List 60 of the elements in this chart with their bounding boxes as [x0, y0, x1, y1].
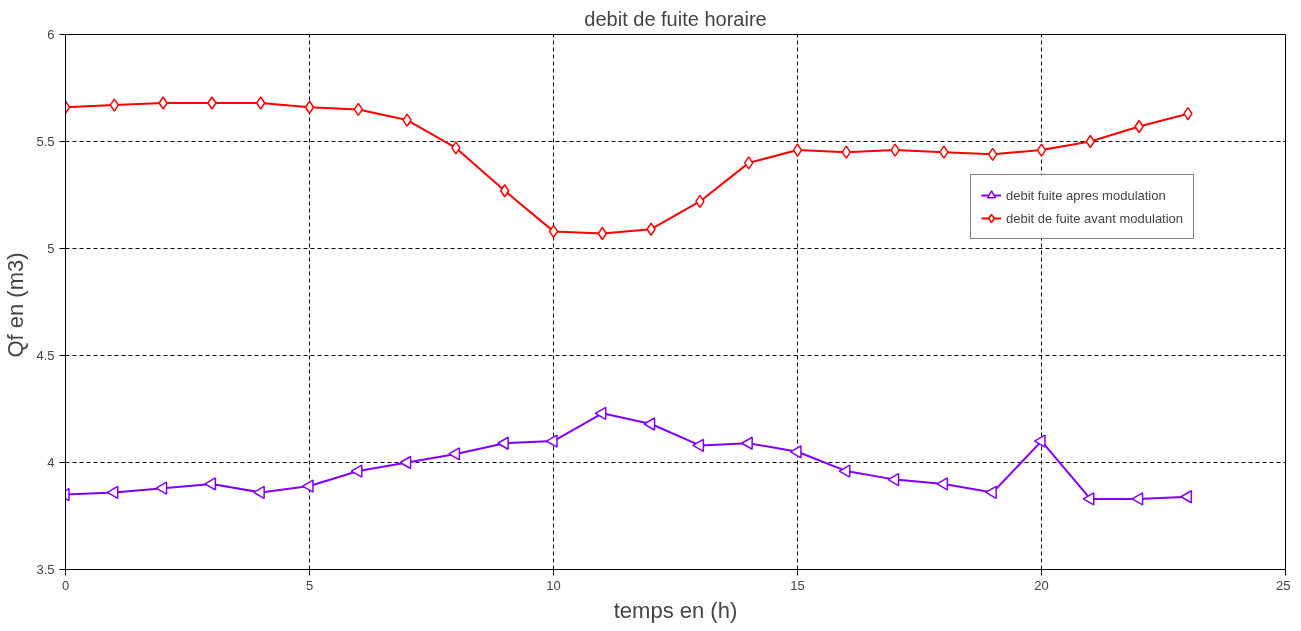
point — [1131, 492, 1144, 506]
x-tick-label: 25 — [1276, 577, 1291, 593]
chart-title: debit de fuite horaire — [584, 7, 767, 30]
point — [353, 102, 364, 117]
x-tick-label: 5 — [305, 577, 314, 593]
point — [497, 436, 509, 450]
point — [301, 479, 314, 493]
point — [255, 96, 266, 110]
point — [1036, 143, 1047, 157]
point — [109, 98, 120, 112]
x-tick-label: 0 — [61, 577, 70, 593]
point — [890, 143, 900, 157]
point — [1085, 134, 1096, 149]
point — [841, 145, 852, 159]
y-axis-title: Qf en (m3) — [3, 252, 29, 358]
legend-label: debit de fuite avant modulation — [1006, 210, 1184, 226]
y-tick-label: 5 — [47, 241, 55, 256]
y-tick-label: 4.5 — [36, 348, 55, 363]
point — [643, 417, 656, 431]
point — [499, 183, 510, 198]
point — [448, 447, 461, 461]
point — [204, 477, 217, 491]
point — [545, 434, 558, 448]
point — [1033, 434, 1046, 448]
legend-label: debit fuite apres modulation — [1006, 187, 1166, 203]
point — [789, 445, 802, 459]
x-axis-title: temps en (h) — [613, 597, 738, 623]
point — [741, 436, 753, 450]
point — [597, 226, 608, 241]
y-tick-label: 5.5 — [36, 134, 55, 149]
point — [399, 455, 412, 470]
point — [106, 485, 119, 500]
point — [155, 481, 168, 495]
point — [792, 143, 803, 157]
point — [402, 113, 412, 127]
y-tick-label: 4 — [47, 455, 55, 470]
y-tick-label: 3.5 — [36, 562, 55, 577]
x-tick-label: 10 — [546, 577, 561, 593]
point — [451, 141, 461, 155]
point — [350, 464, 363, 478]
point — [743, 156, 754, 170]
point — [646, 222, 656, 236]
x-tick-label: 15 — [790, 577, 805, 593]
point — [207, 96, 217, 110]
point — [304, 100, 315, 115]
x-tick-label: 20 — [1034, 577, 1049, 593]
point — [939, 145, 949, 159]
point — [158, 96, 168, 110]
y-tick-label: 6 — [47, 27, 55, 42]
point — [594, 406, 607, 421]
point — [253, 485, 265, 500]
point — [985, 485, 997, 500]
point — [1180, 489, 1193, 504]
point — [987, 147, 998, 162]
point — [1082, 492, 1095, 506]
point — [692, 438, 705, 453]
point — [887, 472, 900, 487]
point — [548, 224, 559, 239]
point — [936, 477, 949, 491]
point — [838, 464, 851, 478]
